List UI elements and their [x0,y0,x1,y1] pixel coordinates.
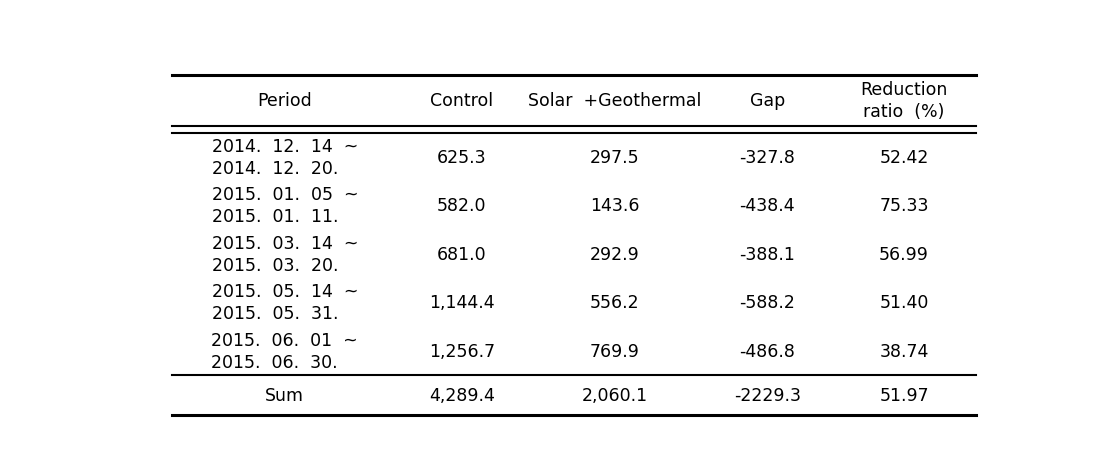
Text: 681.0: 681.0 [437,245,487,263]
Text: 2015.  05.  14  ~
2015.  05.  31.: 2015. 05. 14 ~ 2015. 05. 31. [212,283,358,323]
Text: -388.1: -388.1 [740,245,795,263]
Text: Period: Period [257,92,312,110]
Text: 292.9: 292.9 [590,245,639,263]
Text: 2015.  06.  01  ~
2015.  06.  30.: 2015. 06. 01 ~ 2015. 06. 30. [212,331,358,371]
Text: 143.6: 143.6 [590,197,639,215]
Text: 2,060.1: 2,060.1 [582,387,648,405]
Text: 769.9: 769.9 [590,342,639,360]
Text: 51.40: 51.40 [880,294,928,312]
Text: Solar  +Geothermal: Solar +Geothermal [528,92,701,110]
Text: -486.8: -486.8 [740,342,795,360]
Text: 2015.  03.  14  ~
2015.  03.  20.: 2015. 03. 14 ~ 2015. 03. 20. [212,234,358,274]
Text: Control: Control [431,92,493,110]
Text: -588.2: -588.2 [740,294,795,312]
Text: 4,289.4: 4,289.4 [428,387,495,405]
Text: Gap: Gap [750,92,785,110]
Text: 1,144.4: 1,144.4 [429,294,495,312]
Text: 75.33: 75.33 [880,197,928,215]
Text: Sum: Sum [265,387,305,405]
Text: 297.5: 297.5 [590,149,639,167]
Text: 56.99: 56.99 [879,245,930,263]
Text: 51.97: 51.97 [879,387,928,405]
Text: 625.3: 625.3 [437,149,487,167]
Text: -327.8: -327.8 [740,149,795,167]
Text: 2015.  01.  05  ~
2015.  01.  11.: 2015. 01. 05 ~ 2015. 01. 11. [212,186,358,226]
Text: 1,256.7: 1,256.7 [428,342,495,360]
Text: 2014.  12.  14  ~
2014.  12.  20.: 2014. 12. 14 ~ 2014. 12. 20. [212,138,358,178]
Text: 38.74: 38.74 [880,342,928,360]
Text: -2229.3: -2229.3 [734,387,800,405]
Text: -438.4: -438.4 [740,197,795,215]
Text: 582.0: 582.0 [437,197,487,215]
Text: 52.42: 52.42 [880,149,928,167]
Text: Reduction
ratio  (%): Reduction ratio (%) [860,81,948,121]
Text: 556.2: 556.2 [590,294,639,312]
